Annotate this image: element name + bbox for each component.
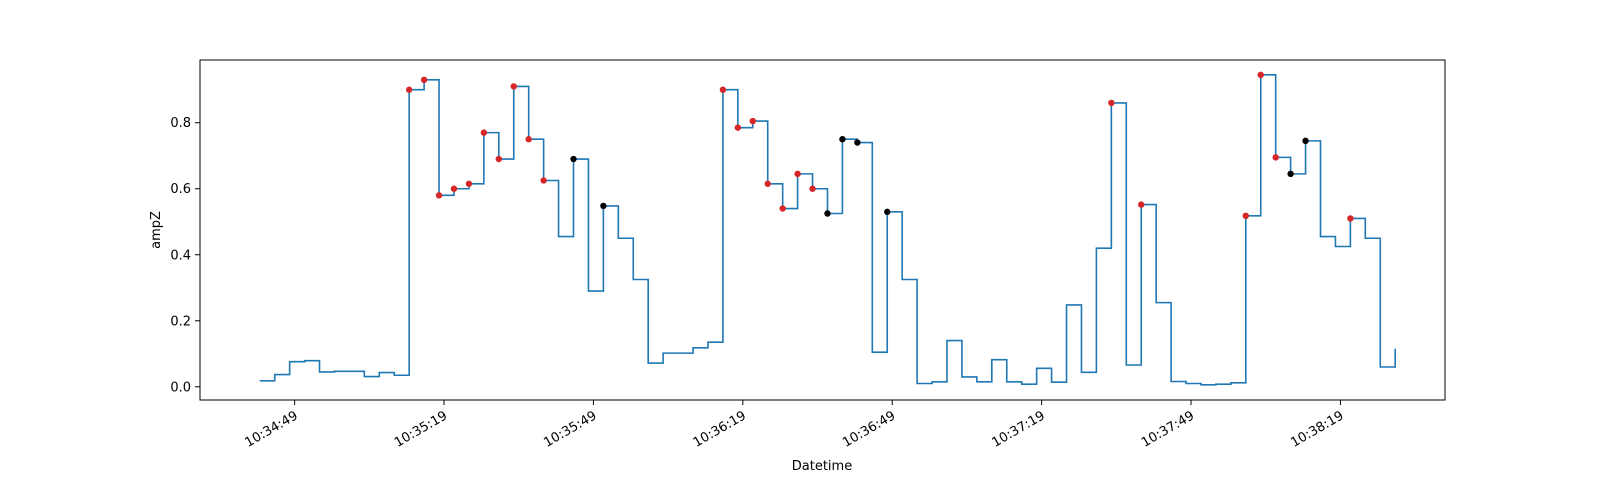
- marker-point-red: [809, 185, 816, 192]
- plot-area: [259, 71, 1396, 386]
- marker-point-black: [600, 202, 607, 210]
- y-axis: 0.0 0.2 0.4 0.6 0.8: [170, 116, 200, 395]
- marker-point-red: [495, 155, 502, 163]
- y-tick-label: 0.4: [170, 248, 191, 263]
- marker-point-red: [719, 86, 727, 93]
- marker-point-red: [1272, 154, 1279, 161]
- x-axis-label: Datetime: [792, 459, 852, 474]
- marker-point-black: [1302, 137, 1309, 145]
- y-axis-label: ampZ: [149, 211, 164, 249]
- marker-point-black: [1287, 170, 1294, 178]
- marker-point-red: [779, 205, 786, 212]
- plot-frame: [199, 59, 1446, 401]
- marker-point-red: [435, 192, 443, 199]
- y-tick-label: 0.2: [170, 314, 191, 329]
- marker-point-red: [1138, 201, 1145, 208]
- marker-point-red: [764, 180, 771, 187]
- marker-point-red: [1242, 212, 1250, 220]
- marker-point-red: [480, 129, 488, 136]
- marker-point-red: [794, 170, 801, 178]
- marker-point-red: [525, 136, 532, 143]
- marker-point-black: [854, 139, 861, 146]
- marker-point-black: [884, 208, 891, 216]
- marker-point-red: [510, 83, 517, 90]
- marker-point-red: [465, 180, 473, 187]
- y-tick-label: 0.8: [170, 116, 191, 131]
- y-tick-label: 0.0: [170, 380, 191, 395]
- marker-group: [405, 71, 1354, 222]
- marker-point-red: [1347, 215, 1354, 222]
- y-tick-label: 0.6: [170, 182, 191, 197]
- marker-point-red: [734, 124, 742, 131]
- marker-point-red: [1257, 71, 1264, 79]
- marker-point-red: [450, 185, 458, 192]
- marker-point-black: [570, 155, 577, 163]
- marker-point-red: [420, 76, 428, 84]
- marker-point-black: [839, 136, 846, 143]
- marker-point-black: [824, 210, 831, 217]
- marker-point-red: [749, 117, 756, 125]
- marker-point-red: [405, 86, 413, 93]
- marker-point-red: [540, 177, 547, 184]
- marker-point-red: [1108, 99, 1115, 107]
